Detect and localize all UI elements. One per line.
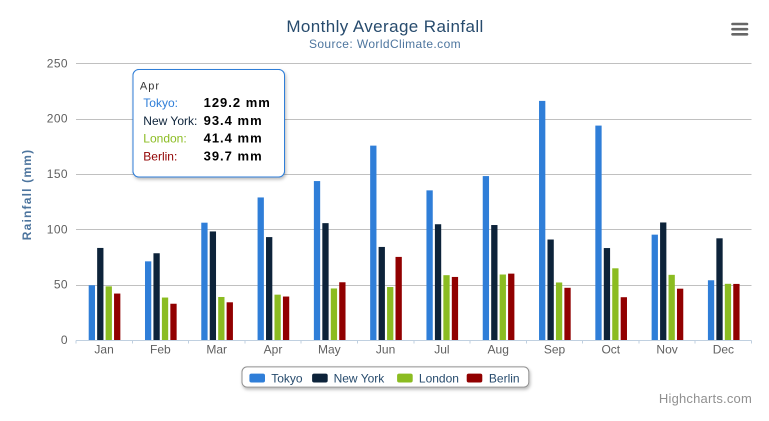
svg-text:London:: London:	[143, 132, 186, 146]
svg-text:39.7 mm: 39.7 mm	[204, 148, 263, 163]
svg-text:Berlin: Berlin	[489, 372, 520, 386]
svg-text:New York: New York	[334, 372, 386, 386]
svg-text:Jan: Jan	[94, 342, 113, 356]
svg-text:Rainfall (mm): Rainfall (mm)	[20, 149, 34, 241]
svg-text:Jul: Jul	[434, 342, 449, 356]
svg-text:Tokyo: Tokyo	[271, 372, 303, 386]
svg-text:Nov: Nov	[656, 342, 677, 356]
svg-text:New York:: New York:	[143, 114, 197, 128]
svg-text:100: 100	[47, 222, 68, 236]
svg-text:Source: WorldClimate.com: Source: WorldClimate.com	[309, 37, 461, 51]
svg-text:0: 0	[61, 333, 68, 347]
svg-text:Aug: Aug	[488, 342, 509, 356]
svg-text:41.4 mm: 41.4 mm	[204, 131, 263, 146]
svg-text:Jun: Jun	[376, 342, 395, 356]
svg-text:Apr: Apr	[264, 342, 283, 356]
svg-text:Tokyo:: Tokyo:	[143, 96, 178, 110]
svg-text:Highcharts.com: Highcharts.com	[659, 391, 752, 406]
svg-text:May: May	[318, 342, 341, 356]
svg-text:London: London	[419, 372, 459, 386]
svg-text:Oct: Oct	[601, 342, 620, 356]
svg-text:250: 250	[47, 56, 68, 70]
svg-text:Apr: Apr	[140, 80, 160, 92]
svg-text:150: 150	[47, 167, 68, 181]
svg-text:Mar: Mar	[206, 342, 227, 356]
svg-text:Feb: Feb	[150, 342, 171, 356]
svg-text:Monthly Average Rainfall: Monthly Average Rainfall	[286, 17, 483, 36]
svg-text:200: 200	[47, 112, 68, 126]
svg-text:Dec: Dec	[713, 342, 734, 356]
svg-text:Berlin:: Berlin:	[143, 149, 177, 163]
svg-text:93.4 mm: 93.4 mm	[204, 113, 263, 128]
svg-text:50: 50	[54, 278, 68, 292]
svg-text:129.2 mm: 129.2 mm	[204, 95, 271, 110]
svg-text:Sep: Sep	[544, 342, 566, 356]
